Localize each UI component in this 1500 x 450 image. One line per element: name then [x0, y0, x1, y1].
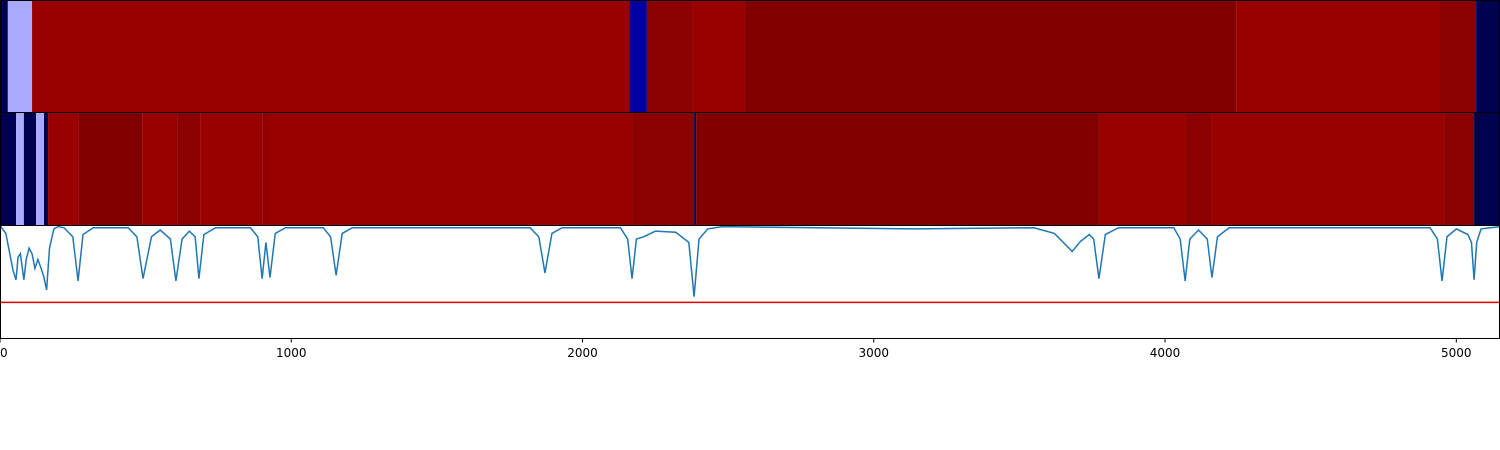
- segment: [200, 112, 263, 226]
- x-tick-label: 2000: [567, 346, 598, 360]
- x-tick-label: 4000: [1150, 346, 1181, 360]
- segment: [270, 112, 633, 226]
- segment: [692, 0, 746, 113]
- x-tick-label: 1000: [276, 346, 307, 360]
- line-series: [0, 225, 1500, 297]
- segment: [36, 112, 44, 226]
- segment: [142, 112, 178, 226]
- segment: [0, 0, 8, 113]
- segment: [7, 0, 33, 113]
- segment: [23, 112, 37, 226]
- segment: [32, 0, 630, 113]
- segment: [177, 112, 201, 226]
- segment: [78, 112, 143, 226]
- segment: [694, 112, 697, 226]
- segment: [629, 0, 647, 113]
- segment: [632, 112, 695, 226]
- segment: [1186, 112, 1212, 226]
- segment: [0, 112, 17, 226]
- segment: [745, 0, 1237, 113]
- segment: [1236, 0, 1440, 113]
- axes-frame: [0, 225, 1500, 339]
- segment: [1476, 0, 1500, 113]
- segment: [696, 112, 1099, 226]
- x-tick-label: 3000: [859, 346, 890, 360]
- segment: [1211, 112, 1445, 226]
- segment: [1098, 112, 1187, 226]
- x-tick-label: 5000: [1441, 346, 1472, 360]
- x-tick-label: 0: [0, 346, 8, 360]
- segment: [1440, 0, 1477, 113]
- segment: [262, 112, 270, 226]
- segment: [48, 112, 79, 226]
- segment: [646, 0, 693, 113]
- segment: [43, 112, 49, 226]
- segment: [1474, 112, 1500, 226]
- segment: [16, 112, 24, 226]
- segment: [1444, 112, 1475, 226]
